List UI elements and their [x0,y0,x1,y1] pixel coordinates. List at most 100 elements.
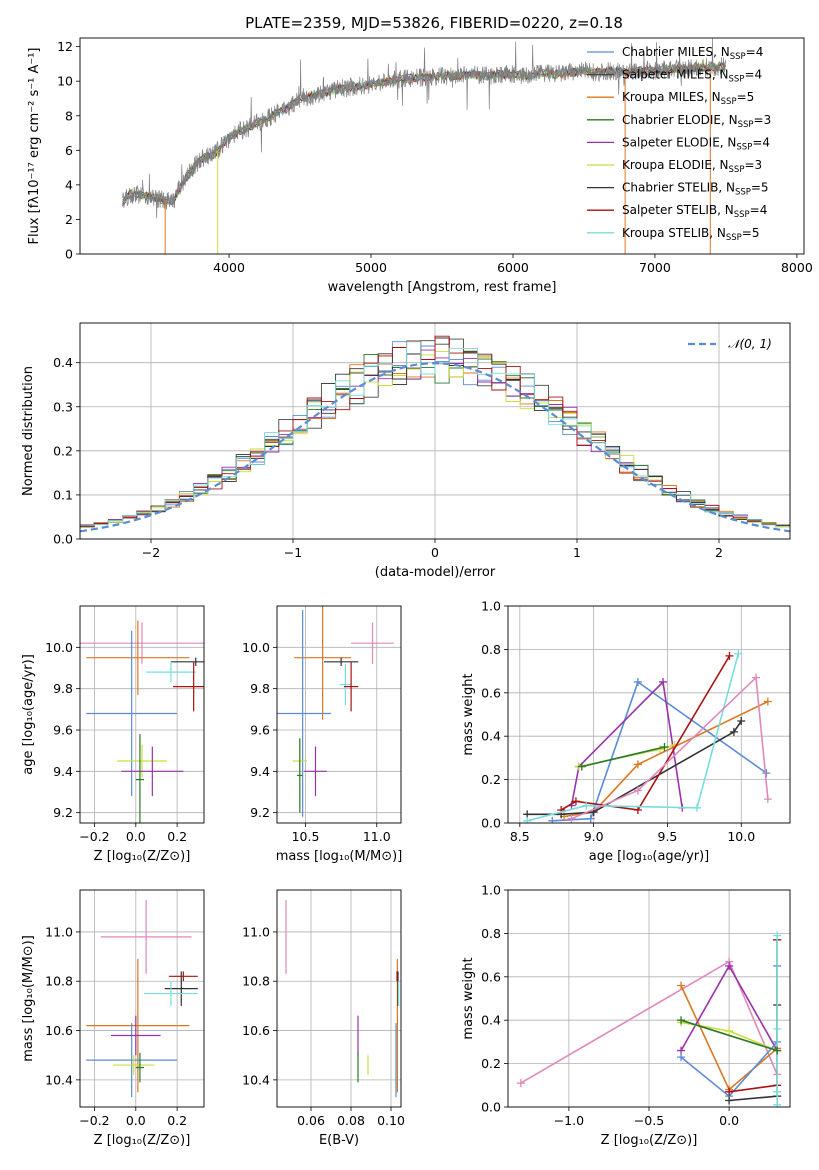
tick-label-x: 9.0 [584,829,604,844]
plot-area [516,931,782,1107]
mass-weight-marker [659,677,668,686]
mass-weight-marker [725,1087,734,1096]
tick-label-y: 0.4 [53,355,73,370]
y-axis-label: mass weight [461,957,476,1039]
tick-label-y: 9.4 [53,764,73,779]
tick-label-y: 8 [65,108,73,123]
tick-label-y: 0.8 [481,642,501,657]
tick-label-y: 9.4 [250,764,270,779]
tick-label-x: 7000 [639,260,671,275]
tick-label-y: 12 [57,39,73,54]
y-axis-label: Normed distribution [21,366,36,496]
legend-entry: Chabrier ELODIE, NSSP=3 [622,113,771,130]
tick-label-y: 9.2 [250,805,270,820]
mass-weight-marker [548,816,557,823]
tick-label-x: 2 [715,545,723,560]
tick-label-y: 9.6 [53,723,73,738]
figure-title: PLATE=2359, MJD=53826, FIBERID=0220, z=0… [245,14,623,32]
tick-label-x: −2 [142,545,160,560]
mass-weight-series [527,653,740,822]
x-axis-label: Z [log₁₀(Z/Z⊙)] [94,1133,191,1148]
tick-label-x: 0.0 [126,1113,146,1128]
x-axis-label: wavelength [Angstrom, rest frame] [328,280,557,295]
y-axis-label: mass weight [461,673,476,755]
mass-weight-series [552,680,767,822]
normal-curve [80,361,790,533]
tick-label-y: 0.0 [481,1100,501,1115]
tick-label-y: 0.2 [481,1056,501,1071]
axes-frame [79,37,805,255]
tick-label-x: −0.2 [79,829,109,844]
mass-weight-series [563,700,769,818]
tick-label-y: 0.6 [481,685,501,700]
axes-frame [79,605,205,824]
y-axis-label: mass [log₁₀(M/M⊙)] [21,935,36,1062]
tick-label-x: 10.0 [727,829,755,844]
mass-weight-marker [571,797,580,806]
tick-label-y: 4 [65,177,73,192]
legend-entry: Kroupa ELODIE, NSSP=3 [622,158,762,175]
legend-entry: Kroupa MILES, NSSP=5 [622,90,754,107]
tick-label-y: 1.0 [481,883,501,898]
legend-entry: Chabrier STELIB, NSSP=5 [622,181,769,198]
axes-frame [276,605,402,824]
mass-weight-marker [763,795,772,804]
tick-label-x: 0.08 [337,1113,365,1128]
x-axis-label: age [log₁₀(age/yr)] [589,849,710,864]
mass-weight-marker [763,697,772,706]
legend-entry: Salpeter ELODIE, NSSP=4 [622,135,770,152]
tick-label-x: 0.06 [297,1113,325,1128]
mass-weight-marker [773,931,782,940]
tick-label-y: 10.8 [242,974,270,989]
x-axis-label: (data-model)/error [375,565,496,580]
tick-label-x: 11.0 [363,829,391,844]
mass-weight-marker [660,743,669,752]
plot-area [80,335,790,533]
mass-weight-marker [734,649,743,658]
tick-label-y: 0.0 [53,532,73,547]
tick-label-y: 10.8 [45,974,73,989]
tick-label-x: 9.5 [658,829,678,844]
mass-weight-marker [567,814,576,823]
tick-label-y: 9.8 [53,681,73,696]
panel-mass-weight-vs-Z: −1.0 −0.5 0.0 0.0 0.2 0.4 0.6 0.8 1.0 Z [log₁₀(Z/… [461,883,791,1148]
tick-label-y: 0.4 [481,1013,501,1028]
mass-weight-marker [725,1027,734,1036]
tick-label-y: 6 [65,143,73,158]
x-axis-label: Z [log₁₀(Z/Z⊙)] [601,1133,698,1148]
mass-weight-series [680,1019,778,1052]
tick-label-y: 9.6 [250,723,270,738]
legend-entry: Chabrier MILES, NSSP=4 [622,45,763,62]
residual-histogram [80,335,790,527]
tick-label-y: 9.2 [53,805,73,820]
plot-area [86,899,198,1098]
tick-label-x: 0.10 [377,1113,405,1128]
axes-frame [79,889,205,1108]
tick-label-x: 0.2 [167,1113,187,1128]
mass-weight-marker [725,961,734,970]
tick-label-x: −1.0 [554,1113,584,1128]
legend: 𝒩(0, 1) [688,337,772,351]
tick-label-x: −1 [284,545,302,560]
mass-weight-marker [773,1100,782,1107]
plot-area [277,606,394,817]
mass-weight-marker [725,1096,734,1105]
mass-weight-series [570,680,683,808]
tick-label-x: 1 [573,545,581,560]
mass-weight-marker [523,816,532,823]
tick-label-y: 0.3 [53,399,73,414]
tick-label-y: 0.6 [481,969,501,984]
tick-label-y: 11.0 [242,924,270,939]
tick-label-y: 0.1 [53,487,73,502]
mass-weight-marker [633,677,642,686]
tick-label-x: 6000 [497,260,529,275]
residual-histogram [80,341,790,527]
mass-weight-series [581,746,665,768]
x-axis-label: Z [log₁₀(Z/Z⊙)] [94,849,191,864]
tick-label-x: 4000 [213,260,245,275]
y-axis-label: age [log₁₀(age/yr)] [21,654,36,775]
plot-area [122,38,726,254]
mass-weight-series [571,675,769,820]
tick-label-y: 0 [65,247,73,262]
tick-label-x: 0.2 [167,829,187,844]
